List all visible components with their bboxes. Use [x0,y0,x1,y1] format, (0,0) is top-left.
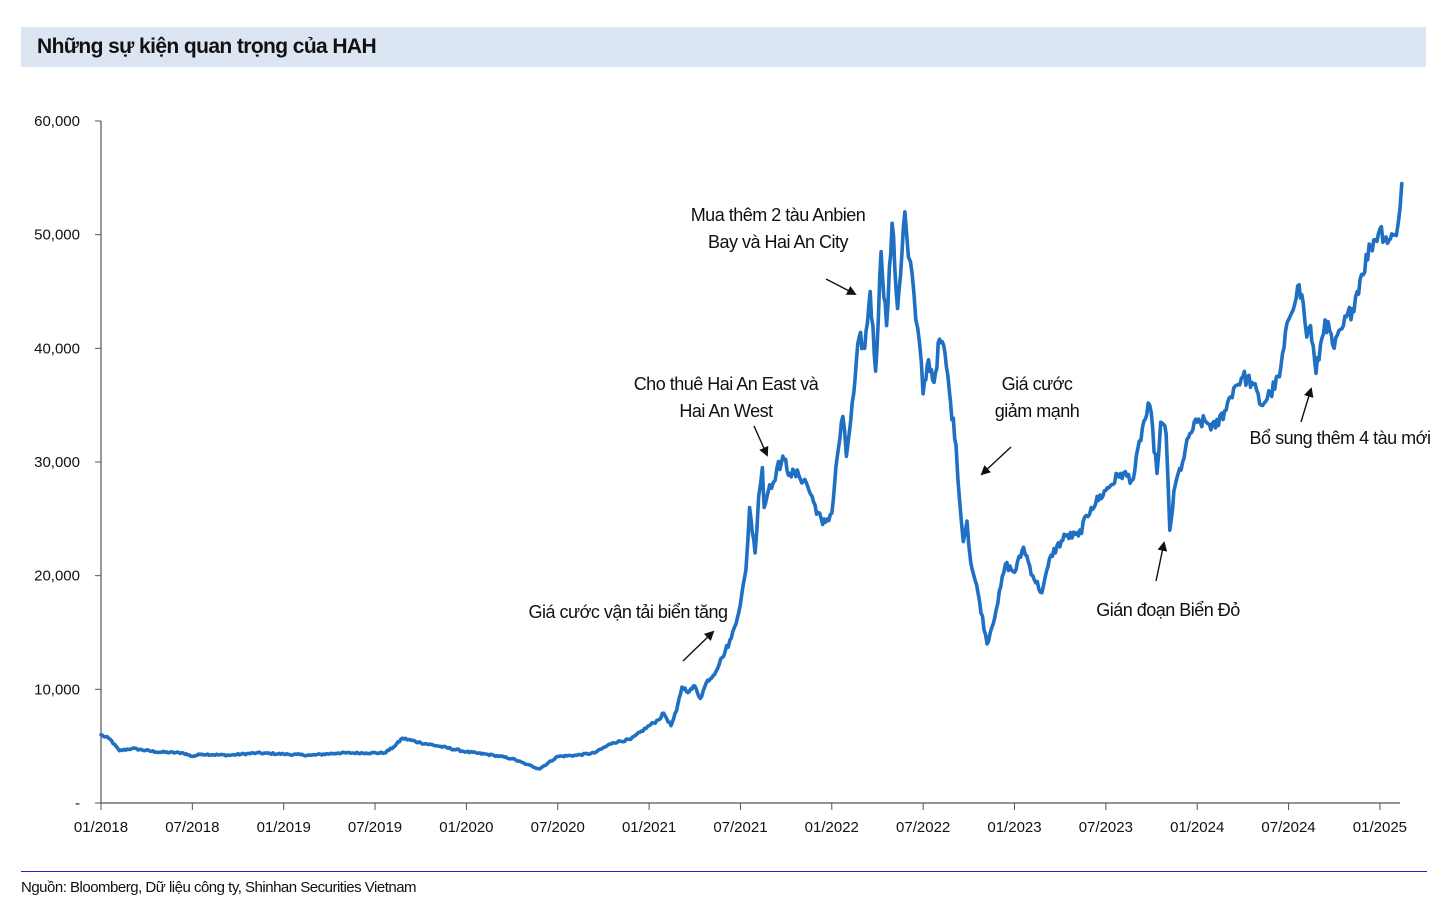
title-bar: Những sự kiện quan trọng của HAH [21,27,1426,67]
x-tick-label: 07/2022 [896,819,950,836]
y-tick-label: 20,000 [34,568,80,585]
x-tick-label: 01/2023 [987,819,1041,836]
annotation-text: giảm mạnh [995,401,1080,421]
y-tick-label: 40,000 [34,340,80,357]
x-tick-label: 01/2024 [1170,819,1224,836]
source-note: Nguồn: Bloomberg, Dữ liệu công ty, Shinh… [21,879,417,896]
y-tick-label: 50,000 [34,227,80,244]
chart-title: Những sự kiện quan trọng của HAH [37,35,377,58]
annotation-text: Gián đoạn Biển Đỏ [1096,600,1240,620]
annotation-text: Giá cước vận tải biển tăng [529,602,728,622]
annotation-arrow [825,278,857,295]
annotation-text: Mua thêm 2 tàu Anbien [691,205,866,225]
x-tick-label: 07/2024 [1261,819,1315,836]
annotation-arrow [1155,541,1168,582]
source-divider [21,871,1427,872]
annotation-text: Bổ sung thêm 4 tàu mới [1250,428,1431,448]
annotation-text: Bay và Hai An City [708,232,849,252]
annotation-arrow [682,630,715,662]
y-tick-label: - [75,795,80,812]
annotations: Giá cước vận tải biển tăng Cho thuê Hai A… [529,205,1431,662]
tick-labels: - 10,000 20,000 30,000 40,000 50,000 60,000 01/… [34,113,1407,836]
x-tick-label: 07/2019 [348,819,402,836]
axes [95,120,1400,810]
x-tick-label: 07/2023 [1079,819,1133,836]
annotation-arrow [753,425,769,457]
x-tick-label: 01/2020 [439,819,493,836]
series-layer [99,181,1404,771]
annotation-arrow [1300,387,1314,423]
x-tick-label: 07/2021 [713,819,767,836]
y-tick-label: 60,000 [34,113,80,130]
x-tick-label: 07/2018 [165,819,219,836]
price-chart: - 10,000 20,000 30,000 40,000 50,000 60,000 01/… [34,113,1431,836]
series-line-hah [99,181,1404,771]
x-tick-label: 07/2020 [531,819,585,836]
annotation-arrow [980,446,1012,476]
x-tick-label: 01/2025 [1353,819,1407,836]
x-tick-label: 01/2021 [622,819,676,836]
x-tick-label: 01/2019 [257,819,311,836]
x-tick-label: 01/2018 [74,819,128,836]
annotation-text: Cho thuê Hai An East và [634,374,820,394]
annotation-text: Hai An West [679,401,773,421]
y-tick-label: 10,000 [34,681,80,698]
x-tick-label: 01/2022 [805,819,859,836]
y-tick-label: 30,000 [34,454,80,471]
annotation-text: Giá cước [1002,374,1073,394]
